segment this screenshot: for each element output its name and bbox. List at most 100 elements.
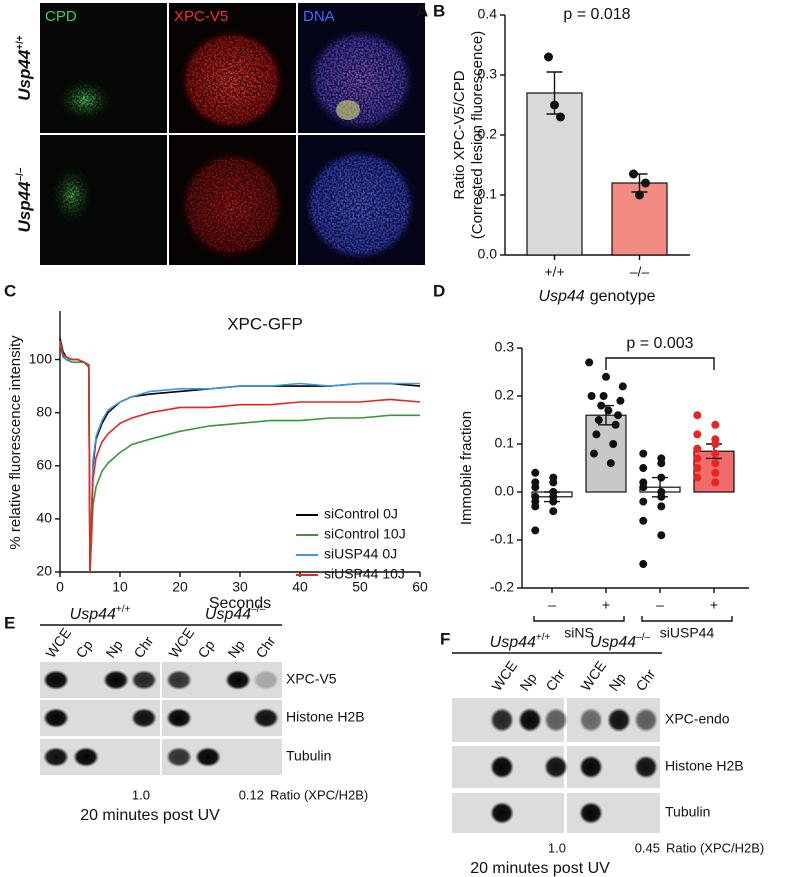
- data-point: [550, 100, 559, 110]
- data-point: [592, 430, 601, 439]
- data-point: [616, 396, 625, 405]
- x-tick-label: –: [656, 597, 664, 613]
- ratio-value: 1.0: [132, 787, 150, 802]
- data-point: [657, 473, 666, 482]
- data-point: [711, 449, 720, 458]
- lane-label: WCE: [42, 625, 74, 661]
- data-point: [609, 440, 618, 448]
- data-point: [639, 483, 648, 492]
- blot-band: [634, 707, 658, 733]
- data-point: [639, 516, 648, 525]
- data-point: [693, 464, 702, 472]
- lane-label: WCE: [577, 658, 609, 694]
- data-point: [657, 459, 666, 468]
- microscopy-panel: [40, 3, 425, 265]
- y-tick-label: 0.2: [495, 387, 515, 403]
- genotype-label: Usp44–/–: [205, 604, 266, 623]
- group-label: siNS: [564, 625, 594, 641]
- y-tick-label: 0.1: [478, 186, 498, 202]
- ratio-value: 1.0: [548, 840, 566, 855]
- genotype-label-part: –/–: [636, 632, 650, 643]
- data-point: [587, 392, 596, 400]
- row-label-part: –/–: [15, 167, 26, 181]
- x-tick-label: –: [548, 597, 556, 613]
- x-tick-label: 30: [232, 579, 248, 595]
- lane-label: Chr: [632, 666, 658, 694]
- x-axis-label-part: Usp44: [538, 288, 584, 305]
- blot-band: [166, 746, 192, 768]
- data-point: [693, 411, 702, 420]
- blot-band: [225, 669, 251, 691]
- blot-band: [579, 755, 603, 779]
- legend-label: siUSP44 0J: [324, 546, 397, 562]
- group-bracket: [641, 616, 733, 622]
- data-point: [606, 459, 615, 468]
- lesion-spot: [50, 165, 94, 225]
- lane-label: Np: [102, 637, 125, 661]
- blot-band: [195, 746, 221, 768]
- data-point: [639, 464, 648, 472]
- data-point: [604, 406, 613, 415]
- lane-label: WCE: [488, 658, 520, 694]
- panel-label: F: [440, 629, 450, 648]
- data-point: [597, 401, 606, 410]
- data-point: [711, 420, 720, 429]
- blot-band: [518, 707, 542, 733]
- data-point: [531, 497, 540, 506]
- blot-row-label: Tubulin: [665, 804, 710, 820]
- legend-label: siControl 0J: [324, 506, 398, 522]
- panel-label: D: [433, 281, 445, 300]
- lane-label: WCE: [165, 625, 197, 661]
- blot-band: [253, 669, 279, 691]
- data-point: [599, 392, 608, 400]
- footer: 20 minutes post UV: [470, 860, 610, 877]
- lane-label: Np: [605, 670, 628, 694]
- data-point: [549, 507, 558, 516]
- genotype-label-part: Usp44: [490, 634, 536, 651]
- nucleus: [307, 28, 415, 132]
- x-axis-label: Usp44 genotype: [538, 288, 655, 305]
- blot-band: [73, 746, 99, 768]
- blot-band: [253, 707, 279, 729]
- legend-label: siControl 10J: [324, 526, 406, 542]
- data-point: [639, 449, 648, 458]
- x-tick-label: –/–: [630, 264, 650, 280]
- data-point: [531, 526, 540, 535]
- data-point: [639, 497, 648, 506]
- nucleus: [180, 30, 284, 130]
- bar: [526, 92, 583, 256]
- ratio-label: Ratio (XPC/H2B): [270, 787, 368, 802]
- blot-row-label: Tubulin: [286, 748, 331, 764]
- blot-band: [166, 707, 192, 729]
- row-label-part: Usp44: [15, 49, 34, 101]
- y-tick-label: 0.1: [495, 435, 515, 451]
- lane-label: Np: [224, 637, 247, 661]
- blot-band: [43, 669, 69, 691]
- data-point: [641, 178, 650, 188]
- y-tick-label: 20: [36, 563, 52, 579]
- y-tick-label: 0.2: [478, 126, 498, 142]
- x-axis-label-part: genotype: [590, 288, 656, 305]
- panel-label: B: [433, 1, 445, 20]
- y-axis-label: Ratio XPC-V5/CPD: [451, 70, 468, 199]
- genotype-label: Usp44+/+: [70, 604, 131, 623]
- data-point: [549, 478, 558, 487]
- data-point: [556, 112, 565, 122]
- y-axis-label: Immobile fraction: [458, 411, 475, 525]
- data-point: [544, 52, 553, 62]
- y-tick-label: -0.1: [490, 531, 514, 547]
- genotype-label-part: Usp44: [590, 634, 636, 651]
- data-point: [635, 190, 644, 200]
- y-tick-label: 0.0: [495, 483, 515, 499]
- data-point: [590, 449, 598, 458]
- lane-label: Chr: [252, 633, 278, 661]
- lane-label: Chr: [542, 666, 568, 694]
- ratio-value: 0.12: [239, 787, 264, 802]
- genotype-label: Usp44–/–: [590, 632, 651, 651]
- genotype-label: Usp44+/+: [490, 632, 551, 651]
- blot-band: [544, 755, 568, 779]
- y-tick-label: 0.4: [478, 6, 498, 22]
- x-axis-label: Seconds: [209, 595, 271, 612]
- series-line: [59, 340, 421, 573]
